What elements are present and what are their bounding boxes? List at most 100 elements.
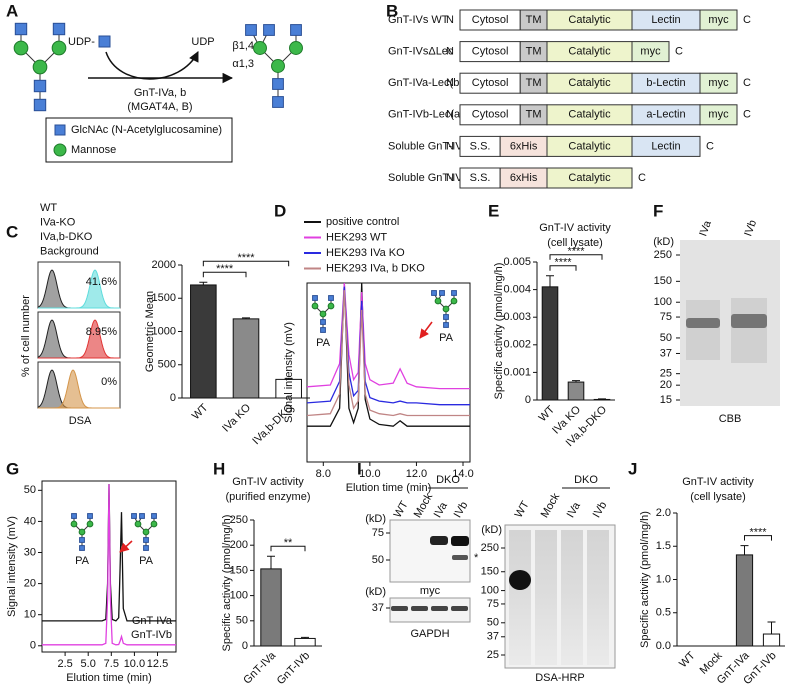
domain-label: TM [526, 14, 542, 26]
blot-smear [587, 530, 609, 665]
x-tick-label: 2.5 [57, 658, 72, 670]
domain-label: Catalytic [568, 46, 611, 58]
c-terminus: C [743, 77, 751, 89]
marker-label: 50 [660, 332, 672, 344]
mannose [434, 297, 442, 305]
x-tick-label: 12.5 [147, 658, 168, 670]
chart-title: GnT-IV activity [539, 222, 611, 234]
glcnac [52, 22, 66, 36]
blot-band [452, 555, 468, 560]
marker-label: 250 [654, 249, 672, 261]
lane-label: WT [513, 499, 532, 520]
blot-band [430, 536, 448, 545]
x-tick-label: 10.0 [124, 658, 145, 670]
legend-label: Background [40, 245, 99, 257]
lane-label: IVb [742, 218, 759, 238]
lane-label: IVa [565, 500, 584, 520]
y-axis-label: % of cell number [20, 295, 32, 377]
legend-label: HEK293 WT [326, 231, 387, 243]
blot-band [451, 536, 469, 546]
n-terminus: N [446, 109, 454, 121]
glcnac [14, 22, 28, 36]
kd-label: (kD) [653, 236, 674, 248]
mannose [78, 528, 86, 536]
y-tick-label: 0 [242, 640, 248, 652]
lane-label: IVb [591, 500, 610, 520]
glcnac [79, 537, 85, 543]
y-tick-label: 1.5 [656, 540, 671, 552]
legend-label: GnT-IVb [131, 629, 172, 641]
domain-label: Cytosol [472, 46, 509, 58]
error-bar [740, 545, 749, 555]
blot-smear [509, 530, 531, 665]
n-terminus: N [446, 140, 454, 152]
linkage: α1,3 [232, 58, 254, 70]
blot-label: DSA-HRP [535, 672, 585, 684]
legend-label: WT [40, 202, 57, 214]
x-axis-label: Elution time (min) [346, 482, 432, 494]
blot [389, 519, 471, 583]
marker-label: 150 [654, 275, 672, 287]
bar [541, 286, 559, 401]
mannose [289, 41, 303, 55]
domain-label: Lectin [651, 140, 680, 152]
mannose [70, 520, 78, 528]
mannose [53, 143, 67, 157]
chart-title: (cell lysate) [547, 237, 603, 249]
significance-bracket [549, 254, 603, 260]
blot-smear [535, 530, 557, 665]
chart-title: GnT-IV activity [232, 476, 304, 488]
glcnac [245, 24, 257, 36]
glcnac [54, 124, 66, 136]
marker-label: 75 [487, 598, 499, 610]
glcnac [328, 295, 334, 301]
domain-label: myc [708, 14, 729, 26]
plot-frame [306, 282, 471, 463]
x-tick-label: 5.0 [81, 658, 96, 670]
blot-band [451, 606, 468, 611]
c-terminus: C [638, 172, 646, 184]
y-tick-label: 0 [170, 392, 176, 404]
genes: (MGAT4A, B) [127, 101, 192, 113]
panel-label: C [6, 222, 18, 241]
c-terminus: C [706, 140, 714, 152]
glcnac [71, 513, 77, 519]
domain-label: Lectin [651, 14, 680, 26]
domain-label: Catalytic [568, 109, 611, 121]
marker-label: 75 [372, 527, 384, 539]
bar [232, 318, 260, 399]
error-bar [546, 275, 554, 287]
construct-name: Soluble GnT-IV [388, 140, 463, 152]
y-axis-label: Geometric Mean [144, 291, 156, 372]
marker-label: 100 [481, 584, 499, 596]
panel-label: B [386, 1, 398, 20]
kd-label: (kD) [365, 586, 386, 598]
x-tick-label: 14.0 [452, 468, 473, 480]
x-tick-label: GnT-IVb [275, 650, 312, 686]
x-tick-label: WT [677, 649, 698, 670]
y-tick-label: 0 [30, 640, 36, 652]
glcnac [320, 327, 326, 333]
mannose [86, 520, 94, 528]
y-tick-label: 250 [230, 514, 248, 526]
y-axis-label: Specific activity (pmol/mg/h) [493, 263, 505, 400]
domain-label: Catalytic [568, 14, 611, 26]
domain-label: 6xHis [510, 140, 538, 152]
y-tick-label: 1000 [152, 325, 176, 337]
glcnac [98, 35, 111, 48]
glcnac [33, 98, 47, 112]
domain [699, 9, 738, 31]
blot-label: myc [420, 585, 441, 597]
y-tick-label: 1.0 [656, 573, 671, 585]
y-tick-label: 200 [230, 539, 248, 551]
marker-label: 37 [487, 631, 499, 643]
sample-histogram [38, 269, 120, 309]
y-tick-label: 30 [24, 546, 36, 558]
panel-label: I [357, 459, 362, 478]
y-tick-label: 0.001 [503, 366, 531, 378]
panel-label: D [274, 201, 286, 220]
glycan-label: PA [439, 332, 454, 344]
bar [190, 284, 217, 399]
kd-label: (kD) [365, 513, 386, 525]
